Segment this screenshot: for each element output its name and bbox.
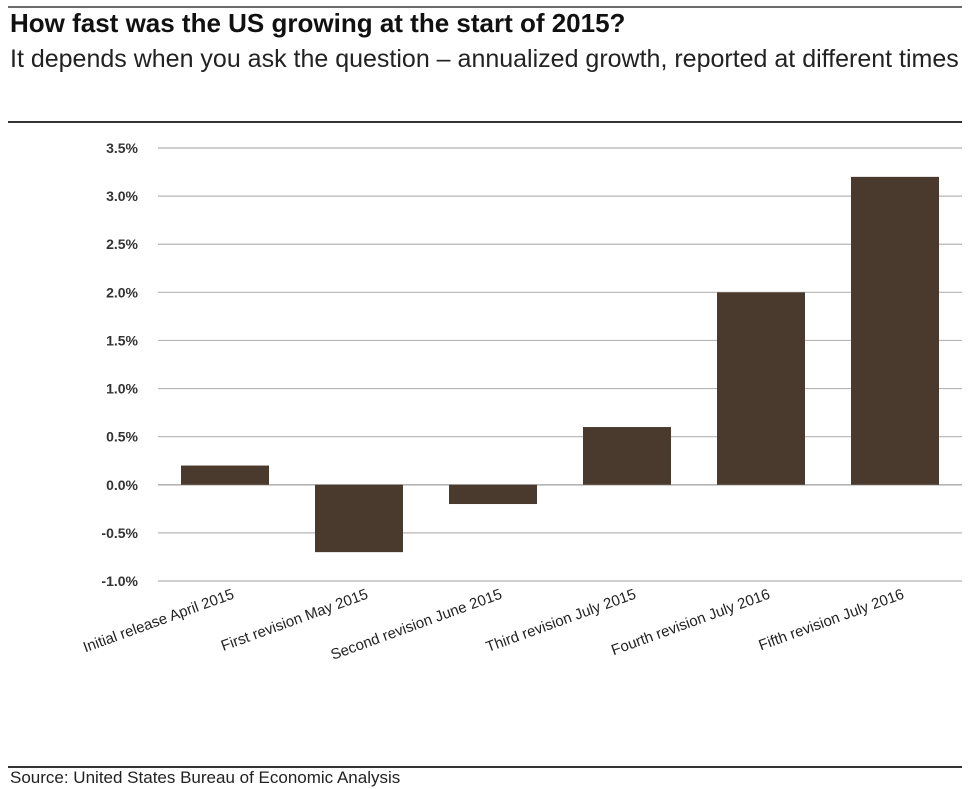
top-rule (8, 6, 962, 8)
bar (851, 176, 939, 485)
bar (181, 465, 269, 485)
y-tick-label: 2.0% (106, 284, 138, 300)
y-axis-ticks: 3.5% 3.0% 2.5% 2.0% 1.5% 1.0% 0.5% 0.0% -0.5% -1.… (101, 140, 138, 589)
bottom-rule (8, 766, 962, 768)
y-tick-label: -1.0% (101, 573, 138, 589)
y-tick-label: 1.5% (106, 332, 138, 348)
y-tick-label: 0.5% (106, 429, 138, 445)
y-tick-label: -0.5% (101, 525, 138, 541)
subtitle-rule (8, 121, 962, 123)
bar (315, 484, 403, 553)
bar (449, 484, 537, 505)
chart-subtitle: It depends when you ask the question – a… (10, 45, 959, 73)
y-tick-label: 3.0% (106, 188, 138, 204)
bar (717, 292, 805, 485)
bars (181, 176, 939, 553)
y-tick-label: 3.5% (106, 140, 138, 156)
source-note: Source: United States Bureau of Economic… (10, 768, 401, 787)
x-category-label: Fifth revision July 2016 (756, 586, 906, 654)
gridlines (158, 147, 962, 582)
bar (583, 427, 671, 485)
x-category-label: Initial release April 2015 (81, 586, 236, 656)
y-tick-label: 0.0% (106, 477, 138, 493)
chart-title: How fast was the US growing at the start… (10, 8, 626, 38)
y-tick-label: 2.5% (106, 236, 138, 252)
y-tick-label: 1.0% (106, 381, 138, 397)
